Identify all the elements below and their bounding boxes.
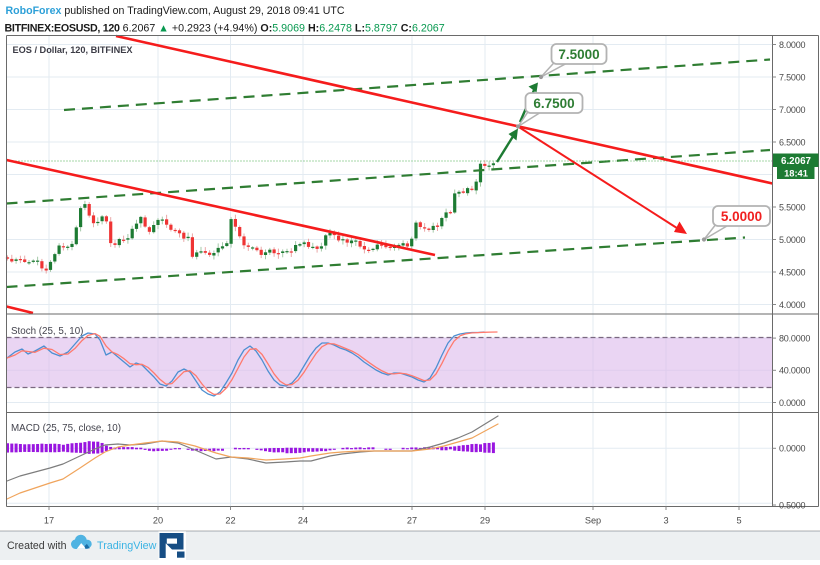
svg-text:MACD (25, 75, close, 10): MACD (25, 75, close, 10) — [11, 423, 121, 434]
svg-text:Stoch (25, 5, 10): Stoch (25, 5, 10) — [11, 326, 83, 337]
svg-text:22: 22 — [225, 516, 235, 526]
svg-text:6.5000: 6.5000 — [779, 137, 806, 147]
svg-text:BITFINEX:EOSUSD, 120 6.2067 ▲: BITFINEX:EOSUSD, 120 6.2067 ▲ +0.2923 (+… — [5, 23, 445, 35]
svg-text:EOS / Dollar, 120, BITFINEX: EOS / Dollar, 120, BITFINEX — [13, 45, 134, 55]
svg-text:3: 3 — [663, 516, 668, 526]
svg-text:6.2067: 6.2067 — [781, 156, 812, 167]
svg-text:0.0000: 0.0000 — [779, 444, 806, 454]
svg-text:Created with: Created with — [7, 540, 67, 552]
svg-text:Sep: Sep — [585, 516, 601, 526]
svg-text:4.5000: 4.5000 — [779, 267, 806, 277]
svg-text:5.0000: 5.0000 — [779, 235, 806, 245]
svg-text:5.0000: 5.0000 — [721, 209, 762, 224]
svg-text:5: 5 — [736, 516, 741, 526]
svg-text:20: 20 — [153, 516, 163, 526]
svg-text:4.0000: 4.0000 — [779, 300, 806, 310]
svg-text:18:41: 18:41 — [784, 168, 808, 178]
svg-text:0.5000: 0.5000 — [779, 500, 806, 510]
svg-text:80.0000: 80.0000 — [779, 334, 810, 344]
svg-text:7.5000: 7.5000 — [558, 47, 599, 62]
svg-text:6.7500: 6.7500 — [533, 96, 574, 111]
svg-text:40.0000: 40.0000 — [779, 366, 810, 376]
svg-text:0.0000: 0.0000 — [779, 398, 806, 408]
svg-text:27: 27 — [407, 516, 417, 526]
svg-text:7.5000: 7.5000 — [779, 72, 806, 82]
svg-text:17: 17 — [44, 516, 54, 526]
svg-text:24: 24 — [298, 516, 308, 526]
svg-text:5.5000: 5.5000 — [779, 202, 806, 212]
svg-text:RoboForex published on Trading: RoboForex published on TradingView.com, … — [6, 5, 345, 17]
svg-text:TradingView: TradingView — [97, 540, 157, 552]
svg-text:29: 29 — [480, 516, 490, 526]
svg-text:7.0000: 7.0000 — [779, 105, 806, 115]
svg-text:8.0000: 8.0000 — [779, 40, 806, 50]
